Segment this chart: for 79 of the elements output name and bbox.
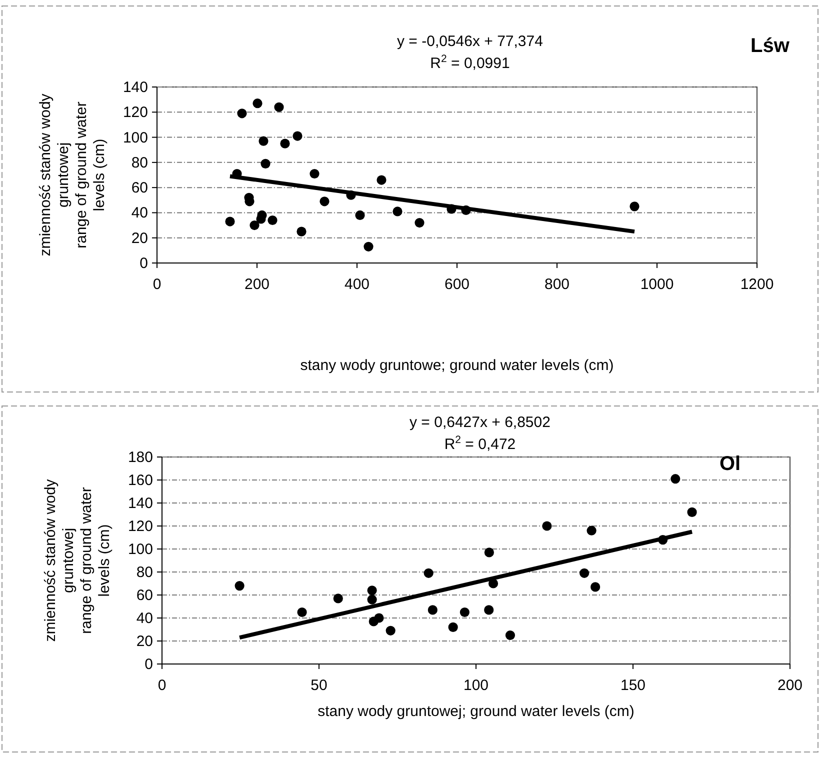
point — [274, 102, 284, 112]
point — [320, 196, 330, 206]
x-tick-label: 50 — [310, 677, 328, 694]
point — [367, 594, 377, 604]
x-axis-title: stany wody gruntowej; ground water levels (cm) — [318, 703, 634, 720]
point — [237, 108, 247, 118]
point — [424, 568, 434, 578]
text: R$^{2}$ = 0,0991 — [430, 53, 510, 72]
y-tick-label: 100 — [128, 541, 153, 558]
point — [590, 582, 600, 592]
y-tick-label: 80 — [136, 564, 153, 581]
point — [268, 215, 278, 226]
point — [280, 138, 290, 148]
y-tick-label: 20 — [136, 633, 153, 650]
point — [376, 175, 386, 185]
chart-title: Ol — [719, 453, 741, 475]
x-tick-label: 0 — [158, 677, 166, 694]
x-tick-label: 100 — [463, 677, 489, 694]
y-tick-label: 60 — [131, 180, 148, 197]
point — [225, 216, 235, 226]
point — [392, 206, 402, 216]
y-tick-label: 100 — [122, 129, 148, 146]
point — [234, 581, 244, 591]
x-tick-label: 1200 — [740, 276, 774, 293]
text: y = 0,6427x + 6,8502 — [410, 414, 550, 431]
point — [386, 626, 396, 636]
y-tick-label: 160 — [128, 472, 153, 489]
point — [580, 568, 590, 578]
point — [250, 220, 260, 230]
point — [448, 622, 458, 632]
point — [333, 594, 343, 604]
point — [505, 630, 516, 640]
point — [355, 210, 365, 220]
point — [542, 521, 552, 531]
point — [687, 507, 697, 517]
point — [297, 607, 307, 618]
y-tick-label: 0 — [140, 255, 148, 272]
text: y = -0,0546x + 77,374 — [397, 33, 543, 50]
point — [296, 226, 306, 236]
y-tick-label: 120 — [128, 518, 153, 535]
y-tick-label: 140 — [128, 495, 153, 512]
point — [367, 586, 377, 596]
y-tick-label: 60 — [136, 587, 153, 604]
point — [428, 605, 438, 615]
point — [414, 218, 424, 228]
y-tick-label: 40 — [131, 204, 148, 222]
point — [586, 526, 596, 536]
point — [252, 98, 262, 108]
y-tick-label: 140 — [122, 79, 148, 96]
point — [292, 131, 302, 141]
x-axis-title: stany wody gruntowe; ground water levels (cm) — [300, 357, 614, 374]
point — [364, 242, 374, 252]
point — [310, 168, 320, 179]
point — [484, 548, 494, 558]
point — [630, 202, 640, 212]
x-tick-label: 150 — [620, 677, 646, 694]
point — [670, 474, 680, 484]
y-axis-title: zmienność stanów wody gruntowej range of ground water levels (cm) — [42, 478, 113, 642]
point — [460, 607, 470, 618]
y-tick-label: 0 — [144, 656, 153, 673]
y-tick-label: 20 — [131, 230, 148, 247]
y-tick-label: 180 — [128, 449, 153, 466]
x-tick-label: 800 — [544, 276, 570, 293]
point — [374, 613, 384, 623]
point — [484, 605, 494, 615]
text: R$^{2}$ = 0,472 — [444, 434, 516, 453]
y-tick-label: 80 — [131, 154, 148, 172]
y-tick-label: 120 — [122, 104, 148, 122]
y-tick-label: 40 — [136, 610, 153, 627]
x-tick-label: 600 — [444, 276, 470, 293]
x-tick-label: 400 — [344, 276, 370, 293]
point — [258, 136, 268, 146]
point — [256, 214, 266, 224]
y-axis-title: zmienność stanów wody gruntowej range of ground water levels (cm) — [37, 93, 108, 256]
x-tick-label: 200 — [244, 276, 270, 293]
point — [260, 158, 270, 168]
x-tick-label: 1000 — [640, 276, 674, 293]
chart-title: Lśw — [750, 35, 790, 57]
x-tick-label: 200 — [777, 677, 803, 694]
